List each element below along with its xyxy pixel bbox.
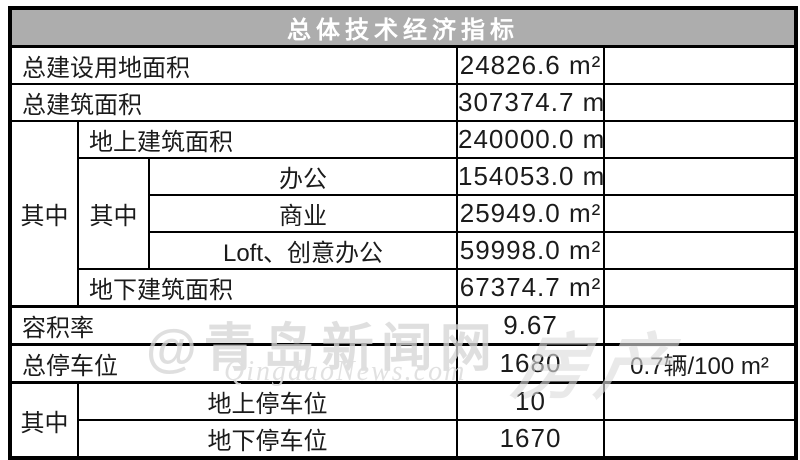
row-label: 地下建筑面积	[77, 268, 458, 308]
row-value: 1670	[456, 419, 605, 459]
row-value: 307374.7 m²	[456, 83, 605, 122]
row-label: 总停车位	[9, 343, 458, 384]
row-note	[602, 305, 798, 346]
row-total-land: 总建设用地面积 24826.6 m²	[9, 45, 798, 85]
group-header-among: 其中	[9, 120, 79, 308]
row-note	[602, 194, 798, 233]
row-above-ground-area: 其中 地上建筑面积 240000.0 m²	[9, 120, 798, 308]
table-title: 总体技术经济指标	[8, 7, 798, 48]
row-value: 240000.0 m²	[456, 120, 605, 159]
row-value: 24826.6 m²	[456, 45, 605, 85]
row-above-ground-parking: 其中 地上停车位 10	[9, 381, 798, 459]
row-note	[602, 45, 798, 85]
row-loft-creative-office: Loft、创意办公 59998.0 m²	[10, 231, 798, 270]
row-note	[602, 120, 798, 159]
row-value: 59998.0 m²	[456, 231, 605, 270]
row-label: 商业	[148, 194, 458, 233]
row-value: 154053.0 m²	[456, 157, 605, 196]
row-note	[602, 419, 798, 459]
row-label: 办公	[148, 157, 458, 196]
row-total-parking: 总停车位 1680 0.7辆/100 m²	[9, 343, 798, 384]
row-note: 0.7辆/100 m²	[602, 343, 798, 384]
row-note	[602, 231, 798, 270]
row-value: 67374.7 m²	[456, 268, 605, 308]
page: 总体技术经济指标 总建设用地面积 24826.6 m² 总建筑面积 307374…	[8, 6, 799, 460]
row-value: 1680	[456, 343, 605, 384]
title-row: 总体技术经济指标	[8, 7, 798, 48]
row-value: 9.67	[456, 305, 605, 346]
row-below-ground-parking: 地下停车位 1670	[10, 419, 798, 459]
row-note	[602, 381, 798, 421]
indicators-table: 总体技术经济指标 总建设用地面积 24826.6 m² 总建筑面积 307374…	[8, 6, 799, 460]
row-label: 容积率	[9, 305, 458, 346]
row-total-floor-area: 总建筑面积 307374.7 m²	[9, 83, 798, 122]
row-below-ground-area: 地下建筑面积 67374.7 m²	[10, 268, 798, 308]
row-label: 地上建筑面积	[77, 120, 458, 159]
row-value: 10	[456, 381, 605, 421]
row-label: 地上停车位	[77, 381, 458, 421]
row-label: 总建筑面积	[9, 83, 458, 122]
row-note	[602, 268, 798, 308]
row-label: 总建设用地面积	[9, 45, 458, 85]
row-value: 25949.0 m²	[456, 194, 605, 233]
subgroup-header-among: 其中	[77, 157, 150, 270]
row-label: 地下停车位	[77, 419, 458, 459]
row-commerce: 商业 25949.0 m²	[10, 194, 798, 233]
row-note	[602, 157, 798, 196]
row-plot-ratio: 容积率 9.67	[9, 305, 798, 346]
row-label: Loft、创意办公	[148, 231, 458, 270]
group-header-among: 其中	[9, 381, 79, 459]
row-note	[602, 83, 798, 122]
row-office: 其中 办公 154053.0 m²	[10, 157, 798, 270]
